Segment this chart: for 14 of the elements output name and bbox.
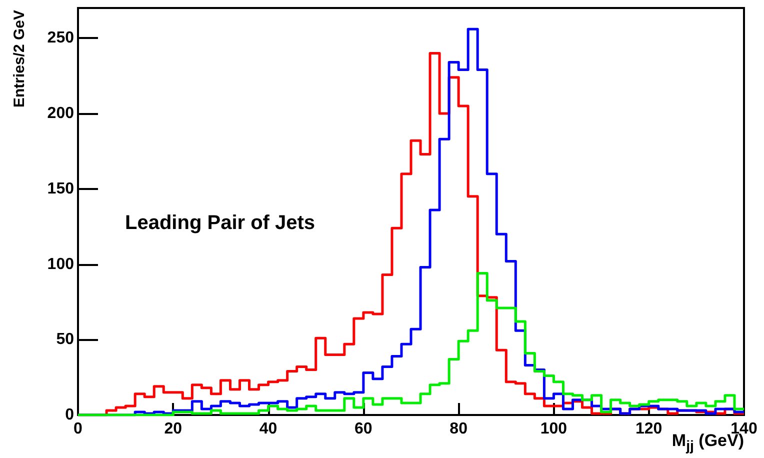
y-tick-label: 150 (47, 180, 74, 198)
annotation: Leading Pair of Jets (125, 212, 316, 234)
x-tick-label: 60 (354, 420, 372, 438)
y-axis-title: Entries/2 GeV (11, 10, 28, 108)
y-tick-label: 200 (47, 105, 74, 122)
x-tick-label: 100 (540, 420, 568, 438)
y-tick-label: 50 (56, 331, 74, 348)
x-tick-label: 80 (450, 420, 468, 438)
x-tick-label: 120 (636, 420, 662, 438)
y-tick-label: 250 (47, 30, 74, 47)
x-tick-label: 20 (164, 420, 182, 438)
y-tick-label: 0 (65, 406, 74, 424)
x-tick-label: 40 (259, 420, 278, 438)
y-tick-label: 100 (47, 256, 74, 273)
